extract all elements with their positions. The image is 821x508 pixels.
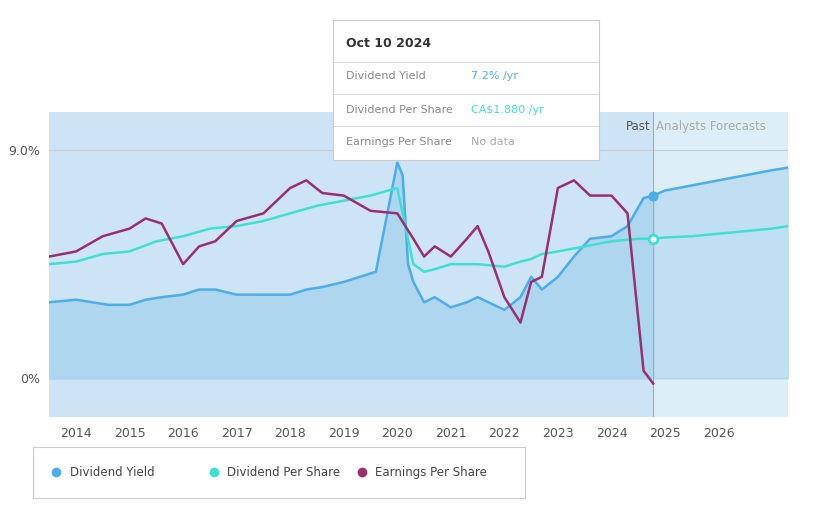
Text: Earnings Per Share: Earnings Per Share (375, 466, 487, 479)
Text: No data: No data (471, 137, 515, 147)
Point (647, 235, 660, 243)
Text: Dividend Yield: Dividend Yield (70, 466, 154, 479)
Text: Oct 10 2024: Oct 10 2024 (346, 37, 431, 50)
Bar (654, 112, 788, 417)
Text: Earnings Per Share: Earnings Per Share (346, 137, 452, 147)
Text: Dividend Per Share: Dividend Per Share (346, 105, 452, 115)
Text: Dividend Per Share: Dividend Per Share (227, 466, 341, 479)
Bar (49, 112, 654, 417)
Text: CA$1.880 /yr: CA$1.880 /yr (471, 105, 544, 115)
Text: Past: Past (626, 120, 650, 134)
Text: Dividend Yield: Dividend Yield (346, 71, 425, 81)
Text: Analysts Forecasts: Analysts Forecasts (656, 120, 766, 134)
Text: 7.2% /yr: 7.2% /yr (471, 71, 518, 81)
Point (647, 192, 660, 200)
